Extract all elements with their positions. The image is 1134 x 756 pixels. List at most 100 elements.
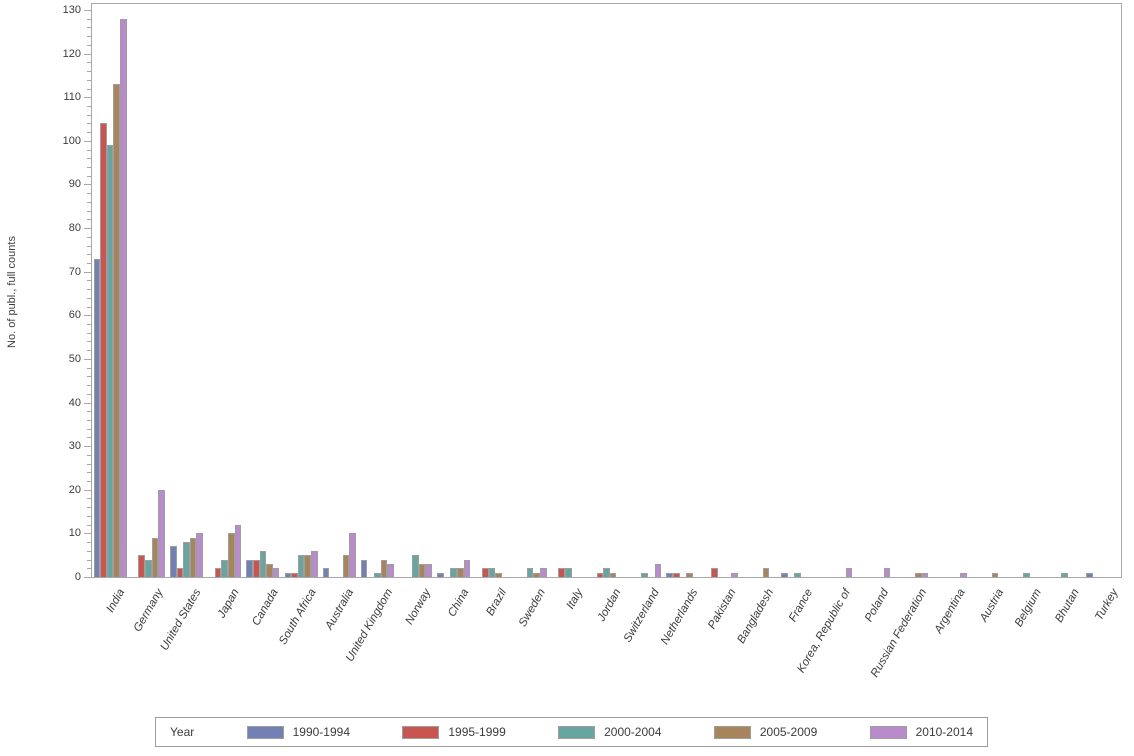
y-tick-label: 60: [68, 309, 81, 322]
bar: [540, 568, 547, 577]
y-minor-tick: [87, 350, 91, 352]
bar: [495, 572, 502, 577]
y-major-tick: [84, 271, 91, 273]
bar: [176, 568, 184, 577]
y-major-tick: [84, 446, 91, 448]
y-tick-label: 10: [68, 527, 81, 540]
x-tick-label: Sweden: [516, 587, 548, 629]
legend-label: 1995-1999: [448, 725, 506, 739]
y-minor-tick: [87, 341, 91, 343]
y-minor-tick: [87, 88, 91, 90]
y-tick-label: 20: [68, 483, 81, 496]
bar: [1023, 572, 1030, 577]
y-minor-tick: [87, 289, 91, 291]
legend: Year 1990-1994 1995-1999 2000-2004 2005-200…: [155, 717, 988, 747]
bar: [214, 568, 222, 577]
y-minor-tick: [87, 306, 91, 308]
bar: [425, 563, 433, 577]
y-minor-tick: [87, 385, 91, 387]
y-major-tick: [84, 358, 91, 360]
bar: [342, 555, 350, 577]
y-minor-tick: [87, 254, 91, 256]
y-minor-tick: [87, 524, 91, 526]
y-tick-label: 30: [68, 440, 81, 453]
y-minor-tick: [87, 550, 91, 552]
legend-title: Year: [170, 725, 195, 739]
y-minor-tick: [87, 167, 91, 168]
bar: [991, 572, 999, 577]
bar: [144, 559, 152, 577]
y-minor-tick: [87, 36, 91, 38]
x-tick-label: Australia: [323, 587, 357, 632]
y-tick-label: 130: [62, 4, 81, 16]
bar: [189, 537, 197, 577]
x-tick-label: Brazil: [484, 587, 510, 618]
y-minor-tick: [87, 175, 91, 177]
bar: [845, 568, 853, 577]
bar: [297, 555, 305, 577]
bar: [488, 568, 496, 577]
bar: [380, 559, 388, 577]
bar: [93, 258, 101, 577]
y-tick-label: 120: [62, 47, 81, 60]
x-tick-label: India: [104, 587, 128, 615]
plot-area: [91, 3, 1122, 578]
y-minor-tick: [87, 114, 91, 116]
bar: [596, 572, 604, 577]
y-major-tick: [84, 184, 91, 186]
y-minor-tick: [87, 437, 91, 439]
bar: [463, 559, 471, 577]
y-minor-tick: [87, 149, 91, 151]
bar: [482, 568, 489, 577]
bar: [780, 572, 788, 577]
y-major-tick: [84, 533, 91, 535]
bar: [360, 559, 368, 577]
bar: [169, 546, 177, 577]
y-minor-tick: [87, 132, 91, 134]
y-minor-tick: [87, 411, 91, 413]
y-tick-label: 80: [68, 222, 81, 235]
x-tick-label: Bhutan: [1053, 587, 1083, 625]
bar: [565, 568, 572, 577]
y-minor-tick: [87, 123, 91, 125]
y-minor-tick: [87, 428, 91, 430]
y-minor-tick: [87, 393, 91, 395]
legend-item: 1995-1999: [402, 725, 506, 739]
bar: [227, 533, 235, 577]
y-minor-tick: [87, 481, 91, 483]
bar: [310, 550, 318, 577]
bar: [450, 568, 458, 577]
bar: [259, 550, 267, 577]
y-minor-tick: [87, 219, 91, 221]
y-minor-tick: [87, 201, 91, 203]
legend-item: 1990-1994: [246, 725, 350, 739]
legend-swatch: [869, 725, 907, 739]
legend-swatch: [558, 725, 596, 739]
y-minor-tick: [87, 568, 91, 570]
bar: [304, 555, 311, 577]
y-minor-tick: [87, 79, 91, 81]
y-minor-tick: [87, 542, 91, 544]
x-tick-label: Turkey: [1092, 587, 1121, 623]
bar: [374, 572, 381, 577]
x-tick-label: Germany: [131, 587, 166, 634]
bar: [418, 563, 426, 577]
x-tick-label: South Africa: [276, 587, 319, 647]
legend-label: 2005-2009: [759, 725, 818, 739]
bar: [794, 572, 801, 577]
bar: [106, 145, 114, 577]
bar: [387, 563, 394, 577]
y-minor-tick: [87, 507, 91, 509]
bar: [609, 572, 617, 577]
bar: [221, 559, 228, 577]
y-minor-tick: [87, 419, 91, 421]
y-major-tick: [84, 97, 91, 99]
bar: [1061, 572, 1069, 577]
legend-label: 2010-2014: [915, 725, 973, 739]
bar: [234, 524, 242, 577]
y-minor-tick: [87, 62, 91, 64]
y-minor-tick: [87, 498, 91, 500]
y-minor-tick: [87, 105, 91, 107]
y-minor-tick: [87, 193, 91, 195]
